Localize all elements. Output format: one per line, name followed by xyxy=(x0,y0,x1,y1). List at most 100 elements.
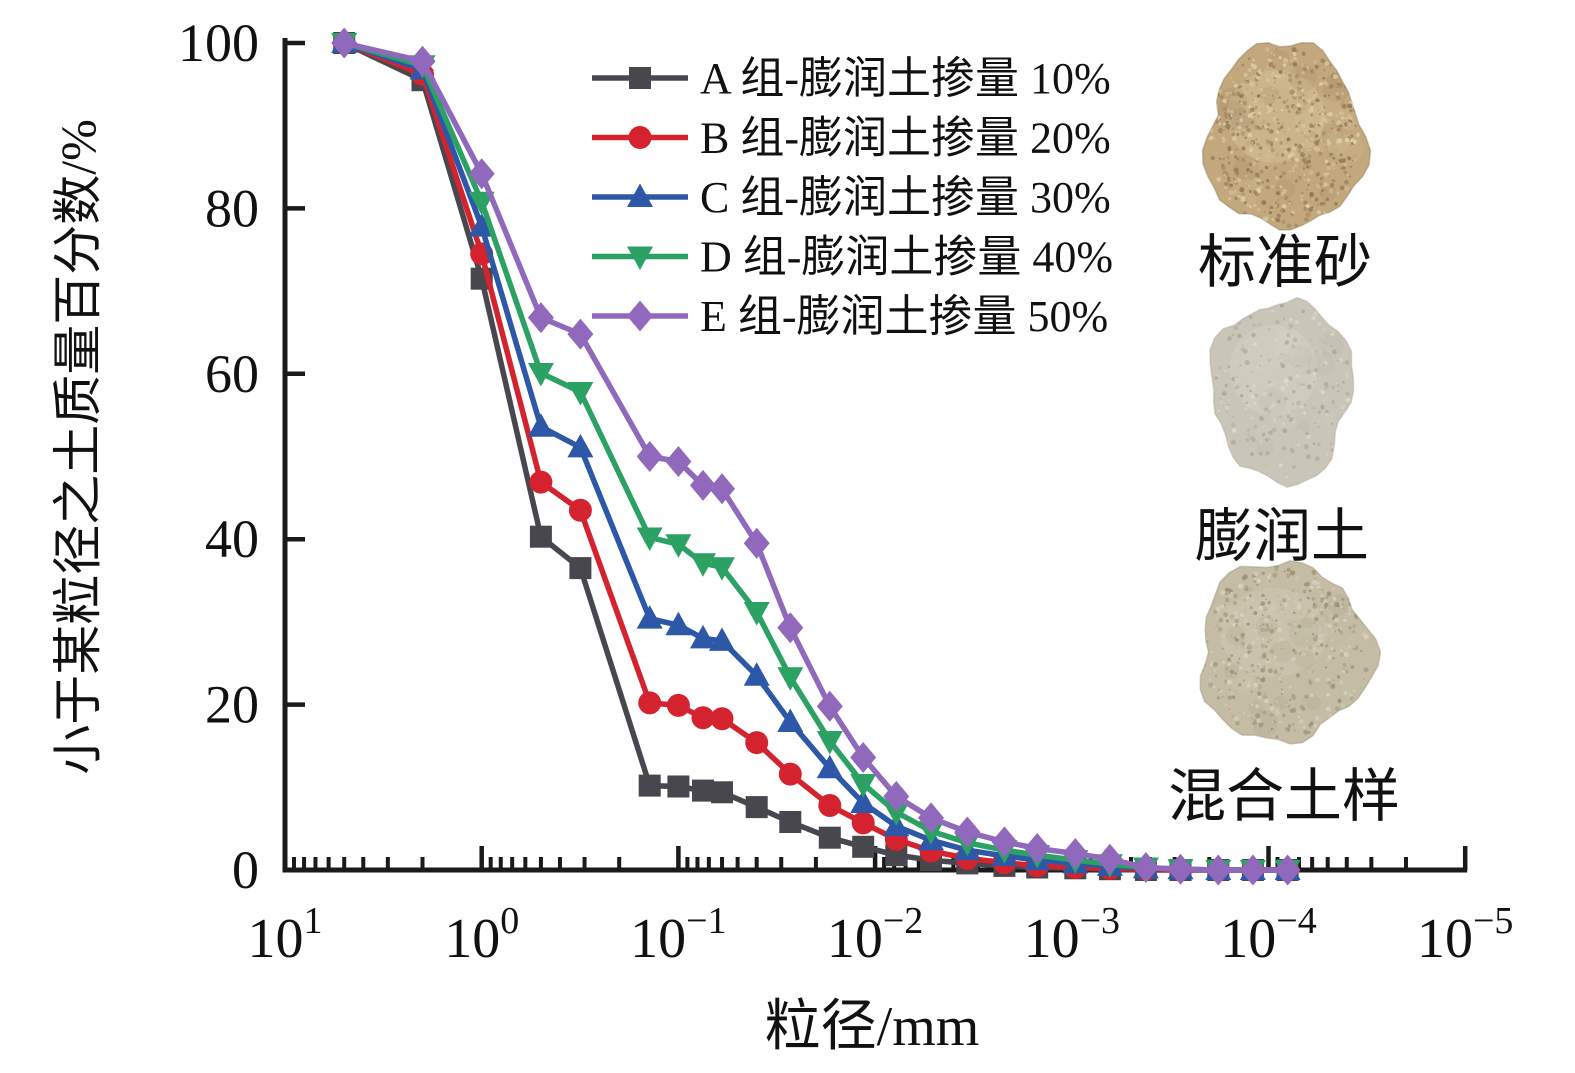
data-point-marker xyxy=(527,302,554,334)
data-point-marker xyxy=(468,191,495,216)
y-tick-label: 40 xyxy=(205,509,259,569)
data-point-marker xyxy=(743,662,770,686)
data-point-marker xyxy=(743,602,770,626)
legend-item-label: A 组-膨润土掺量 10% xyxy=(700,54,1111,103)
x-tick-label: 10−4 xyxy=(1220,900,1316,970)
data-point-marker xyxy=(850,742,877,773)
data-point-marker xyxy=(690,553,716,577)
data-point-marker xyxy=(1132,852,1159,883)
data-point-marker xyxy=(777,612,804,644)
data-point-marker xyxy=(628,126,652,149)
sample-photo-1: 膨润土 xyxy=(1195,296,1369,569)
x-axis-title: 粒径/mm xyxy=(765,996,980,1058)
data-point-marker xyxy=(529,470,553,494)
sample-label: 标准砂 xyxy=(1198,230,1372,295)
data-point-marker xyxy=(567,433,594,458)
data-point-marker xyxy=(1096,843,1123,875)
data-point-marker xyxy=(1205,854,1232,886)
y-tick-label: 20 xyxy=(205,675,259,735)
data-point-marker xyxy=(745,796,768,819)
data-point-marker xyxy=(468,213,495,237)
data-point-marker xyxy=(816,690,843,722)
soil-texture xyxy=(1214,301,1351,479)
series-E xyxy=(331,27,1301,886)
data-point-marker xyxy=(709,627,735,651)
axes: 0 20 40 60 80 100 101 100 10−1 10−2 10−3 10−4 10−5 xyxy=(178,13,1513,970)
data-point-marker xyxy=(667,775,690,798)
data-point-marker xyxy=(569,557,592,580)
legend-item: D 组-膨润土掺量 40% xyxy=(592,233,1113,282)
legend-item: B 组-膨润土掺量 20% xyxy=(592,114,1111,163)
data-point-marker xyxy=(883,802,910,826)
y-tick-label: 60 xyxy=(205,344,259,404)
data-point-marker xyxy=(711,781,733,804)
y-axis-title: 小于某粒径之土质量百分数/% xyxy=(50,119,106,775)
legend-item: C 组-膨润土掺量 30% xyxy=(592,173,1111,222)
data-point-marker xyxy=(627,300,653,332)
data-point-marker xyxy=(636,441,663,472)
data-point-marker xyxy=(638,774,661,797)
data-point-marker xyxy=(851,811,875,835)
soil-texture xyxy=(1200,564,1369,739)
legend-item: A 组-膨润土掺量 10% xyxy=(592,54,1111,103)
data-point-marker xyxy=(818,826,841,849)
x-tick-label: 10−5 xyxy=(1417,900,1513,970)
data-point-marker xyxy=(885,844,908,867)
data-point-marker xyxy=(816,731,843,755)
data-point-marker xyxy=(567,318,594,350)
legend-item: E 组-膨润土掺量 50% xyxy=(592,292,1108,341)
data-point-marker xyxy=(665,534,692,558)
data-point-marker xyxy=(1024,833,1051,864)
data-point-marker xyxy=(777,708,804,732)
data-point-marker xyxy=(709,473,735,505)
sample-photo-0: 标准砂 xyxy=(1198,42,1372,295)
data-point-marker xyxy=(816,754,843,779)
data-point-marker xyxy=(918,802,944,834)
data-point-marker xyxy=(331,27,358,59)
data-point-marker xyxy=(409,45,436,77)
data-point-marker xyxy=(745,731,769,755)
data-point-marker xyxy=(567,382,594,406)
soil-blob xyxy=(1209,296,1355,488)
data-point-marker xyxy=(1062,838,1089,869)
y-tick-label: 0 xyxy=(232,840,259,900)
data-point-marker xyxy=(638,691,662,715)
data-point-marker xyxy=(1274,854,1301,886)
soil-blob xyxy=(1201,42,1372,231)
data-point-marker xyxy=(709,557,735,581)
sample-photo-2: 混合土样 xyxy=(1168,560,1400,829)
data-point-marker xyxy=(692,779,714,802)
y-tick-label: 80 xyxy=(205,178,259,238)
data-point-marker xyxy=(666,693,690,717)
data-point-marker xyxy=(627,246,653,270)
x-tick-label: 100 xyxy=(444,900,519,970)
data-point-marker xyxy=(850,789,877,813)
x-tick-label: 10−2 xyxy=(827,900,923,970)
data-point-marker xyxy=(991,826,1018,858)
y-tick-label: 100 xyxy=(178,13,259,73)
data-point-marker xyxy=(1239,854,1266,886)
data-point-marker xyxy=(710,707,734,731)
data-point-marker xyxy=(852,835,875,858)
data-point-marker xyxy=(778,762,802,786)
legend-item-label: E 组-膨润土掺量 50% xyxy=(700,292,1108,341)
data-point-marker xyxy=(636,605,663,629)
data-point-marker xyxy=(1167,853,1194,885)
data-point-marker xyxy=(850,774,877,798)
soil-texture xyxy=(1208,47,1364,228)
data-point-marker xyxy=(665,446,692,477)
data-point-marker xyxy=(690,469,716,501)
data-point-marker xyxy=(691,706,715,730)
data-point-marker xyxy=(818,794,842,817)
data-point-marker xyxy=(665,611,692,636)
sample-label: 膨润土 xyxy=(1195,504,1369,569)
legend: A 组-膨润土掺量 10% B 组-膨润土掺量 20% C 组-膨润土掺量 30% D… xyxy=(592,54,1113,341)
legend-item-label: B 组-膨润土掺量 20% xyxy=(700,114,1111,163)
data-point-marker xyxy=(527,413,554,437)
x-tick-label: 10−1 xyxy=(630,900,726,970)
data-point-marker xyxy=(568,498,592,522)
data-point-marker xyxy=(529,525,552,548)
data-point-marker xyxy=(883,780,910,812)
